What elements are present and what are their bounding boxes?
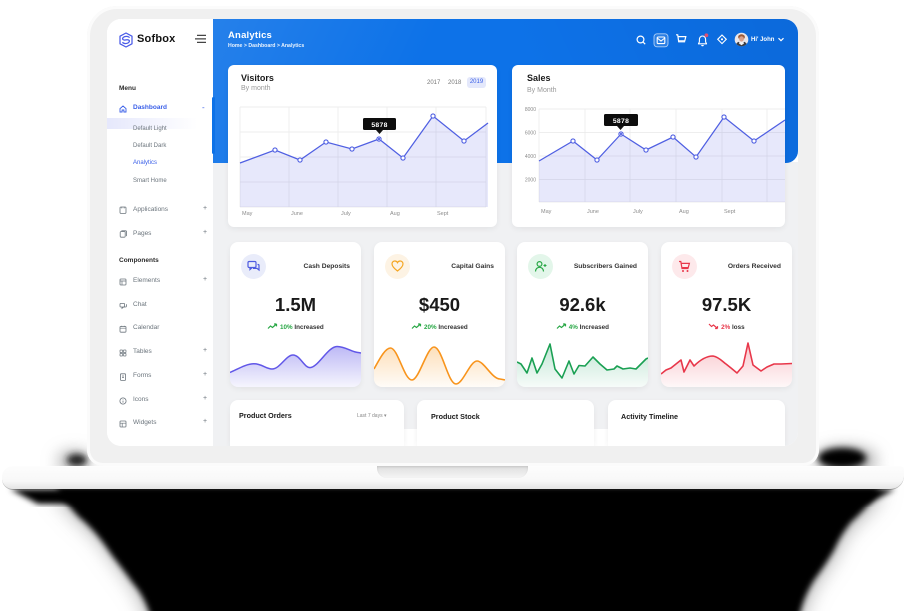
svg-text:Sept: Sept: [437, 211, 449, 217]
svg-text:May: May: [541, 209, 552, 215]
svg-text:Sept: Sept: [724, 209, 736, 215]
svg-text:May: May: [242, 211, 253, 217]
svg-text:July: July: [633, 209, 643, 215]
svg-text:4000: 4000: [525, 154, 536, 160]
svg-text:June: June: [291, 211, 303, 217]
svg-text:2000: 2000: [525, 178, 536, 184]
svg-text:6000: 6000: [525, 131, 536, 137]
svg-text:5878: 5878: [371, 122, 387, 129]
svg-text:Aug: Aug: [679, 209, 689, 215]
svg-text:8000: 8000: [525, 107, 536, 113]
svg-text:Aug: Aug: [390, 211, 400, 217]
svg-text:5878: 5878: [613, 118, 629, 125]
svg-text:July: July: [341, 211, 351, 217]
svg-text:June: June: [587, 209, 599, 215]
